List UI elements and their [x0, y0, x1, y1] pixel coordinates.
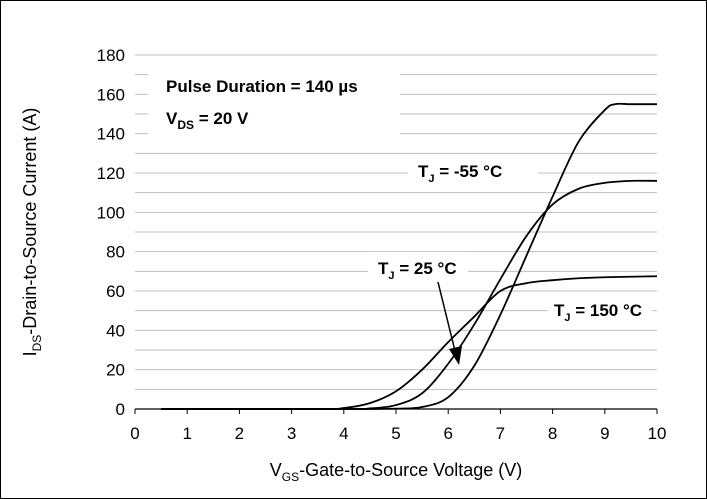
- label-box-150: [548, 293, 652, 325]
- annotation-arrow-line: [437, 281, 457, 356]
- x-tick-label: 6: [443, 424, 452, 443]
- y-tick-label: 0: [116, 400, 125, 419]
- x-tick-label: 10: [648, 424, 667, 443]
- x-tick-label: 8: [548, 424, 557, 443]
- y-tick-label: 80: [106, 243, 125, 262]
- label-box-neg55: [408, 154, 538, 188]
- y-axis-title: IDS-Drain-to-Source Current (A): [20, 108, 44, 357]
- x-tick-labels: 0 1 2 3 4 5 6 7 8 9 10: [130, 409, 666, 443]
- x-axis-title: VGS-Gate-to-Source Voltage (V): [270, 460, 522, 484]
- x-tick-label: 4: [339, 424, 348, 443]
- x-tick-label: 5: [391, 424, 400, 443]
- x-tick-label: 0: [130, 424, 139, 443]
- series-label-25: TJ = 25 °C: [378, 259, 457, 282]
- y-tick-labels: 0 20 40 60 80 100 120 140 160 180: [97, 46, 125, 419]
- vds-label: VDS = 20 V: [166, 109, 249, 132]
- y-tick-label: 60: [106, 282, 125, 301]
- conditions-box: [148, 68, 400, 140]
- label-box-25: [368, 252, 468, 282]
- y-tick-label: 160: [97, 85, 125, 104]
- x-tick-label: 2: [235, 424, 244, 443]
- series-label-neg55: TJ = -55 °C: [418, 162, 502, 185]
- x-tick-label: 9: [600, 424, 609, 443]
- series-lines: [161, 102, 658, 410]
- series-line-0: [161, 102, 657, 410]
- y-tick-label: 120: [97, 164, 125, 183]
- x-tick-label: 1: [182, 424, 191, 443]
- series-line-2: [161, 275, 658, 410]
- y-tick-label: 180: [97, 46, 125, 65]
- x-tick-label: 7: [496, 424, 505, 443]
- y-tick-label: 20: [106, 361, 125, 380]
- series-line-1: [161, 179, 658, 410]
- pulse-duration-label: Pulse Duration = 140 µs: [166, 77, 358, 96]
- series-label-150: TJ = 150 °C: [554, 301, 642, 324]
- y-tick-label: 40: [106, 321, 125, 340]
- annotation-arrow-head: [449, 346, 462, 365]
- y-tick-label: 140: [97, 125, 125, 144]
- y-tick-label: 100: [97, 203, 125, 222]
- x-tick-label: 3: [287, 424, 296, 443]
